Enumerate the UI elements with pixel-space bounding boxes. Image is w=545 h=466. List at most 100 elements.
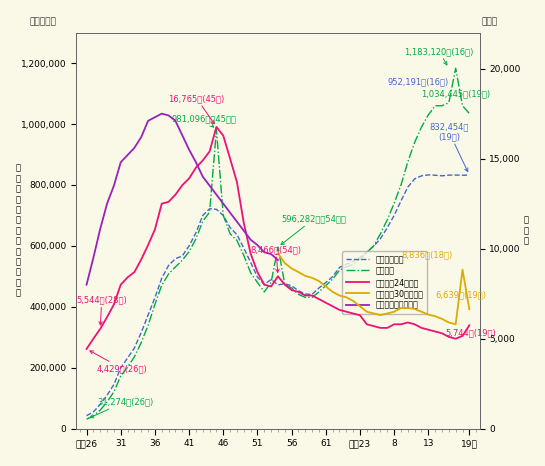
死者数（30日以内）: [275, 251, 281, 256]
Text: 1,034,445人(19年): 1,034,445人(19年): [421, 89, 490, 99]
Text: 8,836人(18年): 8,836人(18年): [401, 251, 452, 260]
死者数（厚生統計）: [207, 183, 213, 188]
死者数（30日以内）: [466, 306, 473, 312]
Text: 16,765人(45年): 16,765人(45年): [168, 94, 225, 123]
死者数（厚生統計）: [90, 255, 96, 260]
死者数（厚生統計）: [97, 226, 104, 232]
死者数（厚生統計）: [118, 159, 124, 165]
死者数（24時間）: [357, 313, 364, 318]
死者数（厚生統計）: [240, 228, 247, 233]
死者数（30日以内）: [371, 311, 377, 316]
Line: 死者数（24時間）: 死者数（24時間）: [87, 127, 469, 349]
死者数（24時間）: [83, 346, 90, 352]
死者数（30日以内）: [288, 266, 295, 271]
死者数（30日以内）: [411, 306, 418, 312]
死者数（厚生統計）: [213, 192, 220, 198]
Text: 596,282人（54年）: 596,282人（54年）: [281, 214, 346, 245]
死者数（厚生統計）: [138, 134, 144, 140]
死者数（24時間）: [97, 326, 104, 332]
Text: （人）: （人）: [482, 18, 498, 27]
Text: 5,544人(28年): 5,544人(28年): [76, 296, 127, 325]
死者数（24時間）: [254, 269, 261, 275]
事故発生件数: [466, 172, 473, 178]
死者数（厚生統計）: [268, 251, 274, 257]
Line: 事故発生件数: 事故発生件数: [87, 175, 469, 416]
負傷者数: [186, 249, 192, 254]
死者数（30日以内）: [309, 275, 316, 281]
死者数（厚生統計）: [104, 201, 110, 206]
死者数（30日以内）: [350, 298, 356, 304]
死者数（厚生統計）: [179, 132, 185, 138]
死者数（厚生統計）: [199, 174, 206, 179]
死者数（厚生統計）: [275, 257, 281, 263]
死者数（30日以内）: [323, 284, 329, 289]
死者数（厚生統計）: [152, 115, 158, 120]
死者数（30日以内）: [432, 314, 438, 319]
死者数（30日以内）: [418, 309, 425, 315]
Text: 31,274人(26年): 31,274人(26年): [90, 397, 153, 418]
Text: 5,744人(19年): 5,744人(19年): [445, 328, 496, 337]
死者数（30日以内）: [282, 260, 288, 266]
死者数（24時間）: [186, 176, 192, 181]
死者数（厚生統計）: [261, 249, 268, 255]
事故発生件数: [186, 243, 192, 249]
死者数（30日以内）: [357, 303, 364, 309]
Text: （人，件）: （人，件）: [30, 18, 57, 27]
死者数（30日以内）: [336, 293, 343, 298]
死者数（厚生統計）: [227, 210, 233, 215]
死者数（厚生統計）: [247, 237, 254, 242]
死者数（厚生統計）: [159, 111, 165, 116]
Legend: 事故発生件数, 負傷者数, 死者数（24時間）, 死者数（30日以内）, 死者数（厚生統計）: 事故発生件数, 負傷者数, 死者数（24時間）, 死者数（30日以内）, 死者数…: [342, 251, 427, 314]
死者数（30日以内）: [384, 311, 391, 316]
死者数（厚生統計）: [124, 152, 131, 158]
死者数（厚生統計）: [234, 219, 240, 225]
死者数（30日以内）: [343, 295, 349, 300]
負傷者数: [104, 399, 110, 404]
死者数（厚生統計）: [220, 201, 227, 206]
死者数（30日以内）: [316, 278, 322, 284]
負傷者数: [452, 65, 459, 71]
死者数（30日以内）: [459, 267, 466, 273]
死者数（30日以内）: [377, 312, 384, 318]
死者数（30日以内）: [425, 312, 432, 317]
死者数（30日以内）: [398, 305, 404, 311]
負傷者数: [350, 261, 356, 267]
Line: 負傷者数: 負傷者数: [87, 68, 469, 419]
死者数（厚生統計）: [186, 147, 192, 152]
事故発生件数: [104, 392, 110, 398]
死者数（24時間）: [466, 322, 473, 328]
死者数（厚生統計）: [131, 145, 138, 151]
事故発生件数: [247, 260, 254, 265]
死者数（厚生統計）: [165, 113, 172, 118]
Text: 981,096人（45年）: 981,096人（45年）: [172, 114, 237, 127]
死者数（厚生統計）: [111, 183, 117, 188]
死者数（24時間）: [213, 124, 220, 130]
Text: 6,639人(19年): 6,639人(19年): [435, 290, 486, 299]
負傷者数: [343, 264, 349, 270]
事故発生件数: [97, 402, 104, 407]
Text: 4,429人(26年): 4,429人(26年): [90, 351, 148, 373]
死者数（30日以内）: [446, 320, 452, 325]
死者数（30日以内）: [391, 309, 397, 315]
死者数（30日以内）: [295, 269, 302, 275]
Line: 死者数（30日以内）: 死者数（30日以内）: [278, 254, 469, 324]
事故発生件数: [83, 413, 90, 418]
Text: 1,183,120人(16年): 1,183,120人(16年): [404, 47, 474, 65]
死者数（30日以内）: [439, 316, 445, 322]
負傷者数: [83, 417, 90, 422]
事故発生件数: [350, 259, 356, 264]
Line: 死者数（厚生統計）: 死者数（厚生統計）: [87, 114, 278, 285]
負傷者数: [466, 111, 473, 116]
死者数（30日以内）: [404, 305, 411, 311]
死者数（厚生統計）: [254, 242, 261, 248]
死者数（30日以内）: [364, 309, 370, 315]
負傷者数: [247, 270, 254, 275]
Text: 952,191件(16年): 952,191件(16年): [387, 77, 449, 86]
死者数（厚生統計）: [83, 282, 90, 288]
死者数（厚生統計）: [172, 118, 179, 123]
負傷者数: [97, 407, 104, 413]
事故発生件数: [425, 172, 432, 178]
死者数（24時間）: [104, 314, 110, 320]
事故発生件数: [343, 261, 349, 267]
Y-axis label: 交
通
事
故
発
生
件
数
・
負
傷
者
数: 交 通 事 故 発 生 件 数 ・ 負 傷 者 数: [16, 164, 21, 298]
